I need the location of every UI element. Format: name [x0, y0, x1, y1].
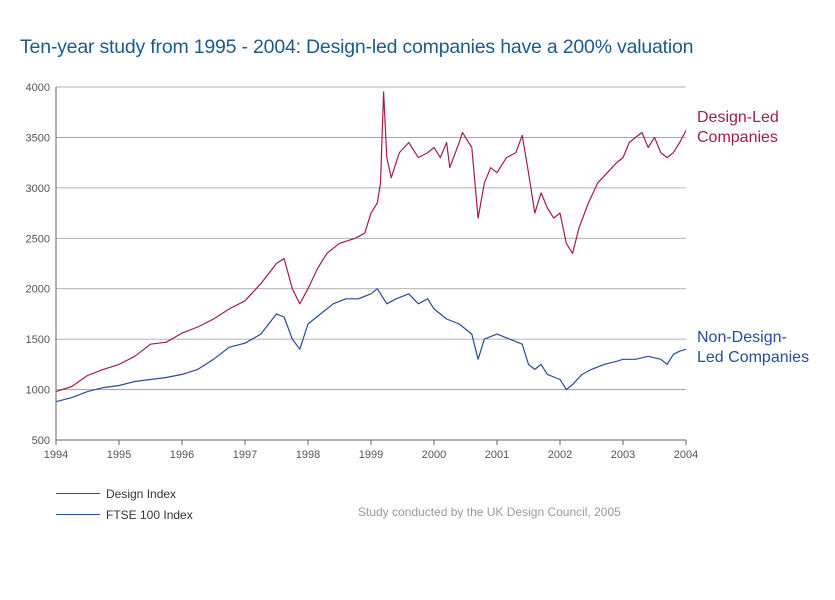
x-tick-label-1999: 1999	[359, 449, 383, 461]
x-axis-ticks: 1994 1995 1996 1997 1998 1999 2000 2001 2002 2003…	[44, 440, 698, 461]
non-design-led-label: Non-Design- Led Companies	[697, 328, 809, 368]
legend: Design Index FTSE 100 Index	[56, 483, 193, 525]
x-tick-label-1998: 1998	[296, 449, 320, 461]
x-tick-label-1996: 1996	[170, 449, 194, 461]
non-design-led-label-line2: Led Companies	[697, 349, 810, 366]
y-tick-label-2000: 2000	[26, 284, 50, 296]
source-note: Study conducted by the UK Design Council…	[358, 505, 621, 519]
y-axis-ticks: 500 1000 1500 2000 2500 3000 3500 4000	[26, 82, 50, 447]
design-led-label-line1: Design-Led	[697, 109, 779, 126]
x-tick-label-2003: 2003	[611, 449, 635, 461]
y-tick-label-3500: 3500	[26, 132, 50, 144]
legend-item-design: Design Index	[56, 483, 193, 504]
series-lines	[55, 91, 687, 403]
y-tick-label-3000: 3000	[26, 183, 50, 195]
x-tick-label-1994: 1994	[44, 449, 68, 461]
y-tick-label-2500: 2500	[26, 233, 50, 245]
legend-swatch-ftse	[56, 514, 100, 515]
x-tick-label-1997: 1997	[233, 449, 257, 461]
x-tick-label-2000: 2000	[422, 449, 446, 461]
legend-label-ftse: FTSE 100 Index	[106, 507, 193, 522]
series-line-design-index	[55, 91, 687, 393]
grid-lines	[56, 86, 686, 390]
non-design-led-label-line1: Non-Design-	[697, 329, 787, 346]
y-tick-label-4000: 4000	[26, 82, 50, 94]
legend-item-ftse: FTSE 100 Index	[56, 504, 193, 525]
y-tick-label-500: 500	[32, 435, 50, 447]
x-tick-label-2002: 2002	[548, 449, 572, 461]
chart-title: Ten-year study from 1995 - 2004: Design-…	[20, 36, 694, 58]
y-tick-label-1000: 1000	[26, 385, 50, 397]
series-line-ftse-100-index	[55, 288, 687, 403]
x-tick-label-1995: 1995	[107, 449, 131, 461]
y-tick-label-1500: 1500	[26, 334, 50, 346]
x-tick-label-2004: 2004	[674, 449, 698, 461]
design-led-label: Design-Led Companies	[697, 108, 779, 148]
legend-label-design: Design Index	[106, 486, 177, 501]
legend-swatch-design	[56, 493, 100, 494]
x-tick-label-2001: 2001	[485, 449, 509, 461]
design-led-label-line2: Companies	[697, 129, 778, 146]
